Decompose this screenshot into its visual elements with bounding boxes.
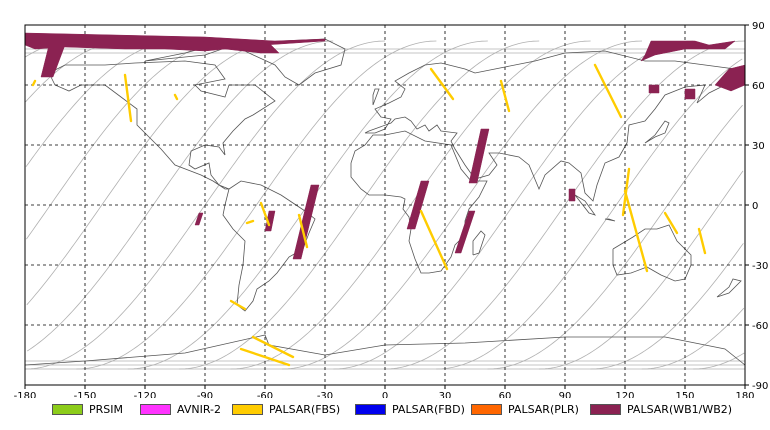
legend-label: PRSIM	[89, 402, 123, 416]
legend-item: AVNIR-2	[140, 399, 221, 419]
lat-tick-label: 90	[752, 21, 765, 32]
swath-palsar-wb	[40, 44, 66, 78]
legend-swatch	[232, 403, 263, 415]
lon-tick-label: 120	[615, 391, 634, 398]
lat-tick-label: 0	[752, 201, 758, 212]
swath-palsar-fbs	[123, 73, 133, 123]
legend-label: PALSAR(FBD)	[392, 402, 465, 416]
coastline	[350, 130, 488, 274]
legend-label: PALSAR(WB1/WB2)	[627, 402, 733, 416]
swath-palsar-fbs	[623, 189, 649, 273]
orbit-track	[24, 40, 743, 370]
swath-palsar-fbs	[697, 227, 707, 255]
lon-tick-label: 150	[675, 391, 694, 398]
coastline	[644, 120, 670, 144]
swath-palsar-wb	[568, 188, 576, 202]
legend-item: PALSAR(WB1/WB2)	[590, 399, 732, 419]
swath-palsar-fbs	[621, 167, 631, 217]
swath-palsar-wb	[194, 212, 204, 226]
swath-palsar-fbs	[297, 213, 309, 249]
legend-swatch	[590, 403, 621, 415]
legend-swatch	[140, 403, 171, 415]
lat-tick-label: -30	[752, 261, 768, 272]
coverage-map: -180 -150 -120 -90 -60 -30 0 30 60 90 120 150 180 90 6…	[14, 21, 769, 398]
axis-ticks: -180 -150 -120 -90 -60 -30 0 30 60 90 120 150 180 90 6…	[14, 21, 769, 398]
legend-swatch	[355, 403, 386, 415]
graticule	[25, 25, 745, 385]
orbit-track	[281, 40, 643, 370]
swath-palsar-wb	[292, 184, 320, 260]
swath-palsar-fbs	[259, 201, 271, 227]
orbit-track	[179, 40, 540, 370]
lon-tick-label: 90	[559, 391, 572, 398]
lon-tick-label: 180	[735, 391, 754, 398]
swath-palsar-fbs	[239, 347, 291, 367]
swath-palsar-wb	[228, 42, 280, 54]
legend-item: PALSAR(PLR)	[471, 399, 579, 419]
coastline	[48, 60, 276, 190]
swath-palsar-fbs	[429, 67, 455, 101]
coastline	[472, 230, 486, 256]
swath-palsar-fbs	[31, 79, 37, 87]
lon-tick-label: 60	[499, 391, 512, 398]
swath-palsar-fbs	[173, 93, 179, 101]
legend-item: PALSAR(FBD)	[355, 399, 465, 419]
swath-palsar-wb	[714, 64, 746, 92]
swath-palsar-wb	[406, 180, 430, 230]
coastline	[612, 224, 692, 282]
swath-palsar-fbs	[663, 211, 679, 235]
lat-tick-label: 60	[752, 81, 765, 92]
coastline	[239, 38, 346, 86]
lon-tick-label: 0	[382, 391, 388, 398]
legend-label: AVNIR-2	[177, 402, 221, 416]
coastlines	[24, 38, 746, 366]
lon-tick-label: -30	[317, 391, 333, 398]
swath-palsar-fbs	[229, 299, 247, 311]
legend-item: PALSAR(FBS)	[232, 399, 340, 419]
lat-tick-label: -60	[752, 321, 768, 332]
orbit-track	[76, 40, 437, 370]
lat-tick-label: 30	[752, 141, 765, 152]
coastline	[222, 180, 316, 312]
swath-palsar-fbs	[251, 335, 295, 359]
swath-palsar-wb	[468, 128, 490, 184]
coastline	[24, 334, 746, 366]
lon-tick-label: -150	[74, 391, 97, 398]
legend-swatch	[471, 403, 502, 415]
legend: PRSIM AVNIR-2 PALSAR(FBS) PALSAR(FBD) PALSAR…	[0, 399, 770, 419]
legend-item: PRSIM	[52, 399, 123, 419]
lon-tick-label: 30	[439, 391, 452, 398]
swath-palsar-fbs	[419, 209, 449, 271]
acquisition-swaths	[24, 32, 746, 367]
lat-tick-label: -90	[752, 381, 768, 392]
legend-swatch	[52, 403, 83, 415]
swath-palsar-wb	[264, 210, 276, 232]
coastline	[716, 278, 742, 298]
lon-tick-label: -120	[134, 391, 157, 398]
legend-label: PALSAR(PLR)	[508, 402, 579, 416]
lon-tick-label: -60	[257, 391, 273, 398]
swath-palsar-fbs	[245, 219, 255, 225]
coastline	[604, 218, 616, 222]
swath-palsar-wb	[454, 210, 476, 254]
coastline	[364, 50, 746, 202]
swath-palsar-wb	[684, 88, 696, 100]
swath-palsar-fbs	[499, 79, 511, 113]
swath-palsar-wb	[648, 84, 660, 94]
coastline	[372, 88, 380, 106]
lon-tick-label: -180	[14, 391, 37, 398]
swath-palsar-wb	[640, 40, 736, 62]
coastline	[574, 194, 597, 216]
lon-tick-label: -90	[197, 391, 213, 398]
legend-label: PALSAR(FBS)	[269, 402, 341, 416]
swath-palsar-fbs	[593, 63, 623, 119]
orbit-track	[26, 40, 745, 370]
